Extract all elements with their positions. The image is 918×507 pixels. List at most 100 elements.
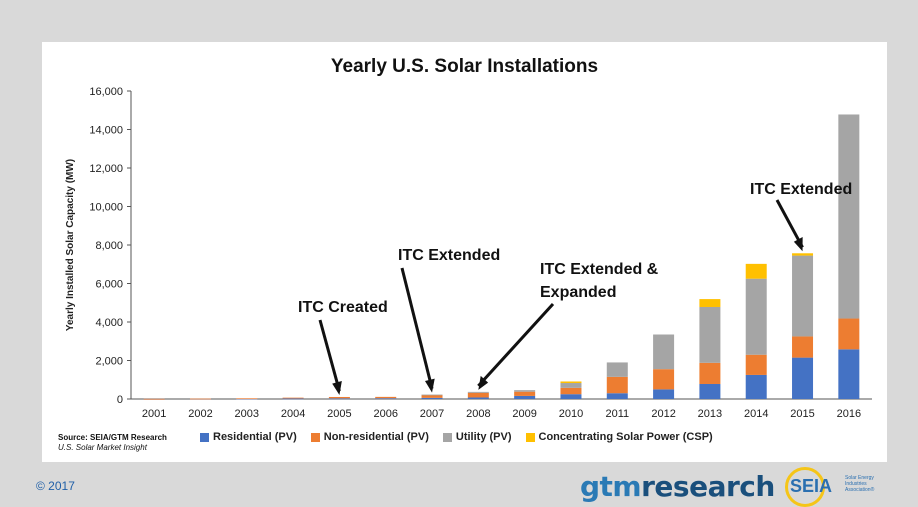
legend-label: Residential (PV) [213,431,297,443]
y-tick-label: 2,000 [95,356,123,368]
bar-2014-concentrating-solar-power-csp- [745,263,767,279]
bar-2004-non-residential-pv- [282,397,304,399]
x-tick-label: 2015 [790,408,814,420]
bar-2012-utility-pv- [653,334,675,370]
legend-swatch [525,432,535,442]
bar-2013-non-residential-pv- [699,362,721,384]
legend-item: Residential (PV) [200,431,297,443]
bar-2006-residential-pv- [375,398,397,400]
bar-2009-utility-pv- [514,390,536,392]
bar-2007-utility-pv- [421,394,443,396]
legend-item: Non-residential (PV) [310,431,429,443]
bar-2014-utility-pv- [745,278,767,355]
annotation-arrow [318,319,341,392]
chart-panel: Yearly U.S. Solar Installations 0 2,000 4,… [42,42,887,462]
bar-2006-non-residential-pv- [375,396,397,399]
y-tick-label: 12,000 [89,163,123,175]
bar-2001-non-residential-pv- [143,398,165,400]
legend-label: Utility (PV) [455,431,512,443]
bar-2008-residential-pv- [467,397,489,399]
y-tick-label: 14,000 [89,125,123,137]
bar-2010-utility-pv- [560,383,582,388]
bar-2012-non-residential-pv- [653,369,675,390]
x-tick-label: 2016 [837,408,861,420]
bar-2010-residential-pv- [560,394,582,399]
gtm-logo-part-2: research [641,470,775,503]
x-tick-label: 2014 [744,408,768,420]
x-tick-label: 2009 [512,408,536,420]
x-tick-label: 2004 [281,408,305,420]
seia-logo-text: SEIA [790,476,833,496]
bar-2011-residential-pv- [606,393,628,399]
legend-swatch [442,432,452,442]
bar-2007-non-residential-pv- [421,394,443,398]
bar-2011-utility-pv- [606,362,628,377]
source-line-2: U.S. Solar Market Insight [58,443,147,452]
legend-label: Non-residential (PV) [323,431,429,443]
bar-2010-non-residential-pv- [560,387,582,395]
x-tick-label: 2002 [188,408,212,420]
bar-2016-utility-pv- [838,114,860,319]
bar-2016-residential-pv- [838,349,860,399]
annotation-arrowhead [425,378,435,393]
annotation-arrow [477,302,555,387]
bar-2015-utility-pv- [792,255,814,337]
x-tick-label: 2001 [142,408,166,420]
legend-swatch [310,432,320,442]
annotation-label: ITC Extended [398,247,500,264]
source-line-1: Source: SEIA/GTM Research [58,433,167,442]
x-tick-label: 2011 [605,408,629,420]
y-tick-label: 10,000 [89,202,123,214]
x-tick-label: 2013 [698,408,722,420]
y-tick-label: 4,000 [95,317,123,329]
gtm-logo-part-1: gtm [580,470,642,503]
bar-2008-utility-pv- [467,391,489,393]
annotation-arrowhead [793,236,803,252]
bar-2015-non-residential-pv- [792,336,814,358]
bar-2003-non-residential-pv- [236,398,258,400]
x-tick-label: 2006 [373,408,397,420]
gtm-research-logo: gtmresearch [580,470,775,503]
bar-2004-residential-pv- [282,398,304,400]
bar-2002-non-residential-pv- [189,398,211,400]
chart-legend: Residential (PV) Non-residential (PV) Util… [200,431,713,443]
bar-2012-residential-pv- [653,389,675,399]
bar-2009-residential-pv- [514,395,536,399]
x-tick-label: 2010 [559,408,583,420]
bar-2014-non-residential-pv- [745,354,767,375]
bar-2008-non-residential-pv- [467,392,489,398]
x-tick-label: 2008 [466,408,490,420]
y-axis-label: Yearly Installed Solar Capacity (MW) [65,159,76,331]
bar-2013-residential-pv- [699,383,721,399]
legend-label: Concentrating Solar Power (CSP) [538,431,713,443]
annotation-arrowhead [332,380,342,395]
annotation-label: ITC Created [298,299,388,316]
bar-2005-non-residential-pv- [328,396,350,399]
bar-2014-residential-pv- [745,374,767,399]
seia-logo-subtitle: Solar Energy Industries Association® [845,475,875,493]
seia-logo-ring [785,467,825,507]
bar-2005-residential-pv- [328,398,350,400]
y-tick-label: 0 [117,394,123,406]
bar-2013-concentrating-solar-power-csp- [699,299,721,307]
x-tick-label: 2012 [651,408,675,420]
annotation-arrowhead [478,375,489,390]
x-tick-label: 2005 [327,408,351,420]
y-tick-label: 8,000 [95,240,123,252]
y-tick-label: 16,000 [89,86,123,98]
legend-swatch [200,432,209,442]
bar-2011-non-residential-pv- [606,376,628,394]
bar-2015-residential-pv- [792,357,814,399]
source-note: Source: SEIA/GTM Research U.S. Solar Mar… [58,433,167,453]
bar-2013-utility-pv- [699,306,721,363]
annotation-label: ITC Extended & Expanded [540,261,659,301]
legend-item: Utility (PV) [442,431,512,443]
y-tick-label: 6,000 [95,279,123,291]
bar-2007-residential-pv- [421,397,443,399]
chart-title: Yearly U.S. Solar Installations [330,56,599,77]
x-tick-label: 2007 [420,408,444,420]
bar-2016-non-residential-pv- [838,318,860,350]
stacked-bar-chart: 0 2,000 4,000 6,000 8,000 10,000 12,000 14,000 1… [65,86,872,420]
bar-2015-concentrating-solar-power-csp- [792,253,814,256]
copyright-text: © 2017 [36,479,75,493]
